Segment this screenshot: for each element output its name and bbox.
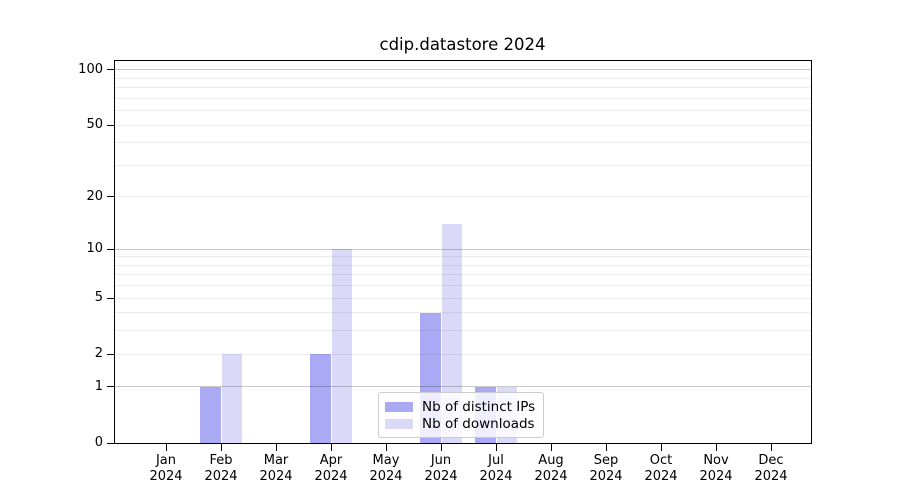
- x-tick-mark-jul: [495, 444, 497, 451]
- y-tick-mark-10: [107, 248, 114, 250]
- minor-gridline-8: [114, 264, 811, 266]
- bar-downloads-feb: [221, 354, 242, 443]
- y-tick-mark-100: [107, 69, 114, 71]
- minor-gridline-20: [114, 196, 811, 198]
- x-tick-mark-mar: [275, 444, 277, 451]
- minor-gridline-80: [114, 87, 811, 89]
- x-tick-mark-aug: [550, 444, 552, 451]
- x-tick-mark-feb: [220, 444, 222, 451]
- x-tick-label-apr: Apr 2024: [314, 453, 348, 484]
- x-tick-mark-oct: [660, 444, 662, 451]
- y-tick-label-1: 1: [94, 378, 103, 394]
- x-tick-mark-nov: [715, 444, 717, 451]
- legend-swatch-downloads: [385, 418, 413, 429]
- major-gridline-1: [114, 386, 811, 388]
- y-tick-mark-2: [107, 353, 114, 355]
- minor-gridline-7: [114, 274, 811, 276]
- x-tick-mark-jan: [165, 444, 167, 451]
- minor-gridline-4: [114, 312, 811, 314]
- major-gridline-100: [114, 69, 811, 71]
- x-tick-label-may: May 2024: [369, 453, 403, 484]
- y-tick-label-100: 100: [78, 61, 103, 77]
- y-tick-label-2: 2: [94, 346, 103, 362]
- bar-downloads-apr: [331, 249, 352, 443]
- x-tick-mark-apr: [330, 444, 332, 451]
- x-tick-mark-jun: [440, 444, 442, 451]
- y-tick-mark-1: [107, 386, 114, 388]
- minor-gridline-40: [114, 142, 811, 144]
- x-tick-label-jun: Jun 2024: [424, 453, 458, 484]
- legend-item-downloads: Nb of downloads: [385, 415, 535, 432]
- minor-gridline-9: [114, 256, 811, 258]
- x-tick-mark-dec: [770, 444, 772, 451]
- legend-swatch-distinct-ips: [385, 401, 413, 412]
- minor-gridline-70: [114, 97, 811, 99]
- y-tick-label-50: 50: [86, 117, 103, 133]
- y-tick-mark-0: [107, 442, 114, 444]
- legend: Nb of distinct IPs Nb of downloads: [378, 392, 544, 438]
- minor-gridline-2: [114, 353, 811, 355]
- legend-item-distinct-ips: Nb of distinct IPs: [385, 398, 535, 415]
- legend-label-downloads: Nb of downloads: [422, 415, 535, 432]
- major-gridline-10: [114, 248, 811, 250]
- x-tick-mark-sep: [605, 444, 607, 451]
- minor-gridline-3: [114, 330, 811, 332]
- x-tick-label-nov: Nov 2024: [699, 453, 733, 484]
- legend-label-distinct-ips: Nb of distinct IPs: [422, 398, 536, 415]
- minor-gridline-60: [114, 110, 811, 112]
- minor-gridline-5: [114, 297, 811, 299]
- y-tick-label-0: 0: [94, 435, 103, 450]
- minor-gridline-90: [114, 77, 811, 79]
- x-tick-mark-may: [385, 444, 387, 451]
- x-tick-label-jan: Jan 2024: [149, 453, 183, 484]
- y-tick-mark-20: [107, 196, 114, 198]
- chart-title: cdip.datastore 2024: [379, 35, 546, 54]
- minor-gridline-50: [114, 124, 811, 126]
- y-tick-mark-5: [107, 297, 114, 299]
- x-tick-label-mar: Mar 2024: [259, 453, 293, 484]
- minor-gridline-6: [114, 285, 811, 287]
- bar-distinct-ips-feb: [200, 386, 221, 443]
- minor-gridline-30: [114, 164, 811, 166]
- x-tick-label-dec: Dec 2024: [754, 453, 788, 484]
- y-tick-mark-50: [107, 124, 114, 126]
- x-tick-label-jul: Jul 2024: [479, 453, 513, 484]
- y-tick-label-20: 20: [86, 188, 103, 204]
- plot-border: [114, 60, 812, 444]
- bar-distinct-ips-apr: [310, 354, 331, 443]
- bar-downloads-jun: [441, 224, 462, 443]
- x-tick-label-feb: Feb 2024: [204, 453, 238, 484]
- x-tick-label-oct: Oct 2024: [644, 453, 678, 484]
- x-tick-label-aug: Aug 2024: [534, 453, 568, 484]
- y-tick-label-5: 5: [94, 290, 103, 306]
- x-tick-label-sep: Sep 2024: [589, 453, 623, 484]
- y-tick-label-10: 10: [86, 241, 103, 257]
